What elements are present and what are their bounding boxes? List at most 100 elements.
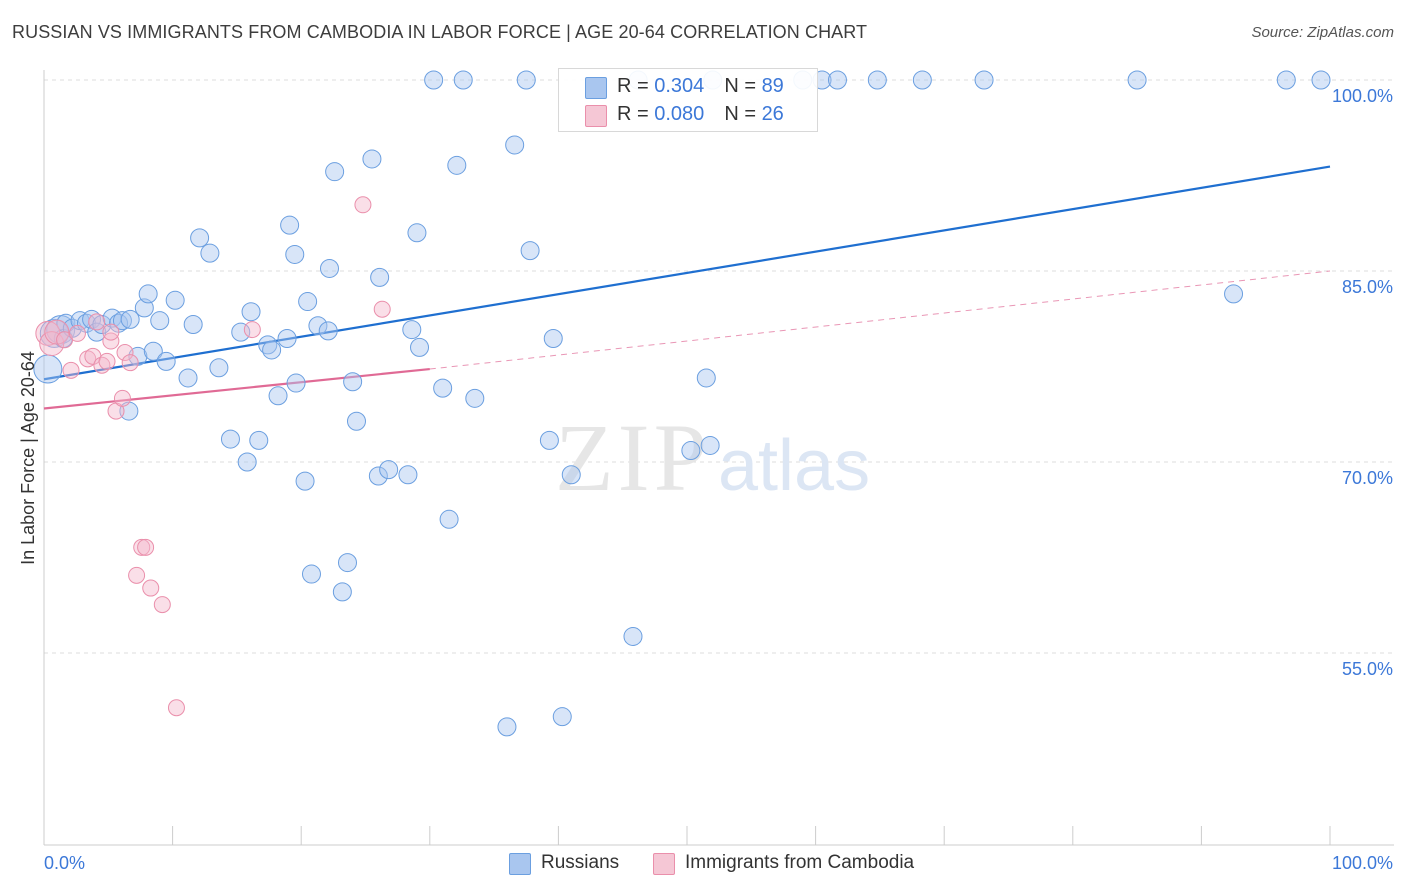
cambodia-point [167, 699, 185, 717]
cambodia-point [142, 579, 160, 597]
russians-point [183, 314, 203, 334]
legend-n-label: N = [724, 75, 762, 97]
russians-point [346, 411, 366, 431]
cambodia-point [354, 196, 372, 214]
cambodia-point [133, 538, 151, 556]
russians-point [539, 430, 559, 450]
legend-r-label: R = [617, 103, 655, 125]
russians-point [516, 70, 536, 90]
russians-point [543, 328, 563, 348]
watermark: ZIP atlas [555, 404, 870, 511]
russians-point [178, 368, 198, 388]
bottom-legend-swatch-russians [509, 853, 531, 875]
russians-point [190, 228, 210, 248]
russians-point [867, 70, 887, 90]
russians-point [696, 368, 716, 388]
cambodia-point [98, 352, 116, 370]
legend-n-label: N = [724, 103, 762, 125]
russians-point [285, 244, 305, 264]
russians-point [362, 149, 382, 169]
legend-n-value: 89 [761, 75, 784, 97]
russians-point [497, 717, 517, 737]
russians-point [280, 215, 300, 235]
cambodia-point [113, 389, 131, 407]
russians-point [453, 70, 473, 90]
bottom-legend-label: Immigrants from Cambodia [685, 852, 915, 873]
russians-point [433, 378, 453, 398]
cambodia-point [102, 332, 120, 350]
gridlines [44, 79, 1394, 654]
russians-point [286, 373, 306, 393]
russians-point [268, 386, 288, 406]
russians-point [343, 372, 363, 392]
cambodia-point [88, 313, 106, 331]
russians-point [318, 321, 338, 341]
chart-title: RUSSIAN VS IMMIGRANTS FROM CAMBODIA IN L… [12, 22, 868, 42]
russians-point [138, 284, 158, 304]
russians-point [379, 460, 399, 480]
russians-point [974, 70, 994, 90]
cambodia-trend-extension [429, 270, 1331, 370]
cambodia-point [137, 538, 155, 556]
watermark-atlas: atlas [718, 426, 870, 506]
legend-r-label: R = [617, 75, 655, 97]
x-tick-label-left: 0.0% [44, 853, 85, 873]
russians-point [552, 707, 572, 727]
russians-point [262, 340, 282, 360]
russians-point [681, 441, 701, 461]
russians-point [700, 435, 720, 455]
russians-point [561, 465, 581, 485]
russians-point [1311, 70, 1331, 90]
russians-point [1276, 70, 1296, 90]
russians-point [623, 626, 643, 646]
russians-point [520, 241, 540, 261]
russians-point [447, 155, 467, 175]
x-tick-label-right: 100.0% [1332, 853, 1393, 873]
russians-point [325, 162, 345, 182]
russians-point [301, 564, 321, 584]
y-tick-label: 70.0% [1342, 468, 1393, 488]
russians-point [165, 290, 185, 310]
cambodia-point [79, 350, 97, 368]
russians-point [249, 430, 269, 450]
russians-point [200, 243, 220, 263]
russians-trend-line [43, 165, 1331, 381]
y-tick-label: 85.0% [1342, 277, 1393, 297]
legend-r-value: 0.304 [654, 75, 705, 97]
russians-point [143, 341, 163, 361]
cambodia-point [62, 361, 80, 379]
cambodia-point [121, 354, 139, 372]
russians-point [150, 311, 170, 331]
russians-point [258, 335, 278, 355]
russians-point [424, 70, 444, 90]
cambodia-point [153, 596, 171, 614]
cambodia-trend-line [43, 367, 430, 410]
russians-point [1127, 70, 1147, 90]
russians-point [370, 267, 390, 287]
legend-swatch-russians [585, 77, 607, 99]
russians-point [295, 471, 315, 491]
y-tick-label: 55.0% [1342, 659, 1393, 679]
russians-point [402, 320, 422, 340]
russians-point [912, 70, 932, 90]
legend-text: R = 0.080 N = 26 [617, 103, 784, 126]
watermark-zip: ZIP [555, 404, 711, 511]
russians-point [134, 298, 154, 318]
russians-point [277, 328, 297, 348]
russians-point [1224, 284, 1244, 304]
russians-point [156, 351, 176, 371]
y-axis-title: In Labor Force | Age 20-64 [18, 351, 38, 565]
legend-n-value: 26 [761, 103, 784, 125]
russians-point [220, 429, 240, 449]
cambodia-point [373, 300, 391, 318]
legend-swatch-cambodia [585, 105, 607, 127]
source-label: Source: ZipAtlas.com [1251, 24, 1394, 41]
cambodia-point [102, 323, 120, 341]
russians-point [237, 452, 257, 472]
russians-point [308, 316, 328, 336]
cambodia-point [68, 324, 86, 342]
axis-labels: 100.0% 85.0% 70.0% 55.0% 0.0% 100.0% In Labor … [18, 86, 1393, 873]
russians-point [209, 358, 229, 378]
russians-point [120, 309, 140, 329]
russians-point [465, 388, 485, 408]
